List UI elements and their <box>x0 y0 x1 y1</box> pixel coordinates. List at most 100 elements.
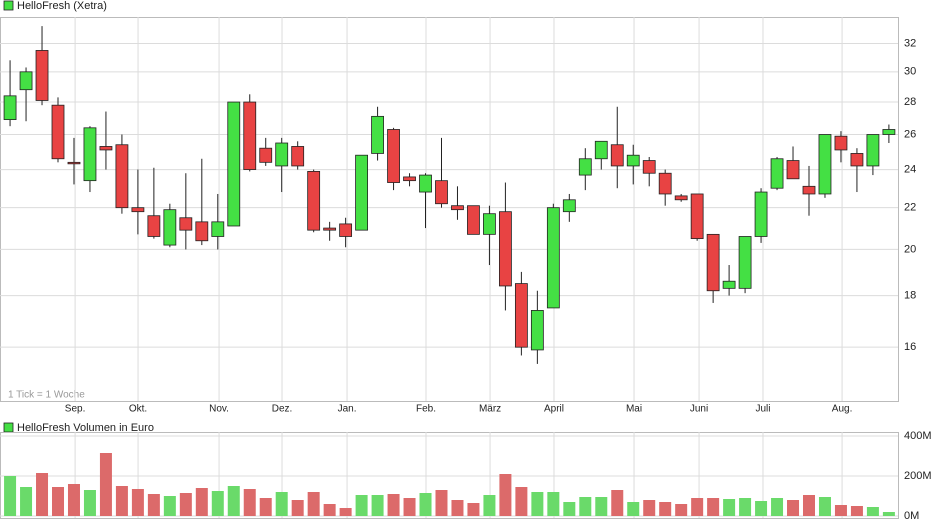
volume-bar <box>115 486 128 516</box>
legend-label: HelloFresh (Xetra) <box>17 0 107 12</box>
volume-bar <box>611 490 624 516</box>
volume-bar <box>787 500 800 516</box>
volume-bar <box>4 476 17 516</box>
candle-body <box>770 158 784 189</box>
volume-bar <box>83 490 96 516</box>
y-tick-label: 32 <box>904 37 916 49</box>
x-tick-label: Aug. <box>832 404 853 415</box>
candle-body <box>147 215 161 237</box>
volume-bar <box>227 486 240 516</box>
x-tick-label: Nov. <box>209 404 229 415</box>
volume-bar <box>147 494 160 516</box>
candle-body <box>19 71 33 91</box>
candle-body <box>706 233 720 292</box>
candle-body <box>355 154 368 231</box>
candle-body <box>291 146 305 167</box>
volume-bar <box>451 500 464 516</box>
candle-body <box>387 129 400 183</box>
candle-body <box>243 101 257 170</box>
volume-bar <box>259 498 272 516</box>
candle-body <box>610 144 624 167</box>
candle-body <box>227 101 241 227</box>
volume-bar <box>36 473 49 516</box>
x-tick-label: Juli <box>755 404 770 415</box>
y-tick-label: 22 <box>904 202 916 214</box>
x-tick-label: Mai <box>626 404 642 415</box>
candle-body <box>626 154 640 167</box>
candle-body <box>83 127 97 182</box>
x-tick-label: Jan. <box>338 404 357 415</box>
candle-body <box>514 283 528 348</box>
candle-body <box>866 134 880 167</box>
x-tick-label: Feb. <box>416 404 436 415</box>
volume-bar <box>211 491 224 516</box>
candle-body <box>499 211 512 287</box>
volume-bar <box>131 489 144 516</box>
volume-bar <box>243 489 256 516</box>
volume-bar <box>195 488 208 516</box>
x-tick-label: Sep. <box>65 404 86 415</box>
y-tick-label: 26 <box>904 128 916 140</box>
volume-bar <box>563 502 576 516</box>
candle-body <box>754 191 768 237</box>
volume-bar <box>371 495 384 516</box>
candle-body <box>850 153 864 167</box>
volume-bar <box>467 503 480 516</box>
volume-bar <box>339 508 352 516</box>
volume-bar <box>739 498 752 516</box>
y-tick-label: 400M <box>904 430 932 442</box>
candle-body <box>467 205 480 235</box>
volume-bar <box>579 497 592 516</box>
y-tick-label: 0M <box>904 510 919 522</box>
volume-bar <box>515 487 528 516</box>
candle-body <box>419 174 432 193</box>
candle-body <box>546 207 560 309</box>
x-tick-label: März <box>479 404 501 415</box>
candle-body <box>722 280 736 289</box>
volume-bar <box>755 501 768 516</box>
legend-label: HelloFresh Volumen in Euro <box>17 422 154 434</box>
candle-body <box>115 144 129 209</box>
volume-bar <box>275 492 288 516</box>
candle-body <box>882 129 896 135</box>
volume-bar <box>866 507 879 516</box>
volume-bar <box>675 504 688 516</box>
y-tick-label: 20 <box>904 243 916 255</box>
volume-bar <box>307 492 320 516</box>
volume-bar <box>435 490 448 516</box>
volume-bar <box>179 493 192 516</box>
x-tick-label: Dez. <box>272 404 293 415</box>
candle-body <box>275 142 289 167</box>
volume-bar <box>387 494 400 516</box>
volume-bar <box>20 487 33 516</box>
volume-bar <box>834 505 847 516</box>
volume-bar <box>531 492 544 516</box>
annotation: 1 Tick = 1 Woche <box>8 390 85 401</box>
legend-swatch <box>3 0 14 11</box>
volume-bar <box>707 498 720 516</box>
volume-bar <box>67 484 80 516</box>
candle-body <box>307 170 321 231</box>
candle-body <box>483 213 496 235</box>
candle-body <box>738 236 752 289</box>
candle-body <box>3 95 17 121</box>
candle-body <box>259 147 273 163</box>
volume-bar <box>802 495 815 516</box>
candle-body <box>530 310 544 351</box>
legend-swatch <box>3 422 14 433</box>
y-tick-label: 16 <box>904 341 916 353</box>
volume-bar <box>483 495 496 516</box>
volume-bar <box>499 474 512 516</box>
candle-body <box>163 209 177 246</box>
candle-body <box>323 227 337 231</box>
candle-body <box>131 207 145 213</box>
volume-bar <box>882 512 895 516</box>
candle-body <box>690 193 704 240</box>
volume-bar <box>595 497 608 516</box>
volume-bar <box>691 498 704 516</box>
candle-body <box>818 134 832 195</box>
candle-body <box>211 221 225 237</box>
volume-bar <box>291 500 304 516</box>
x-tick-label: April <box>544 404 564 415</box>
